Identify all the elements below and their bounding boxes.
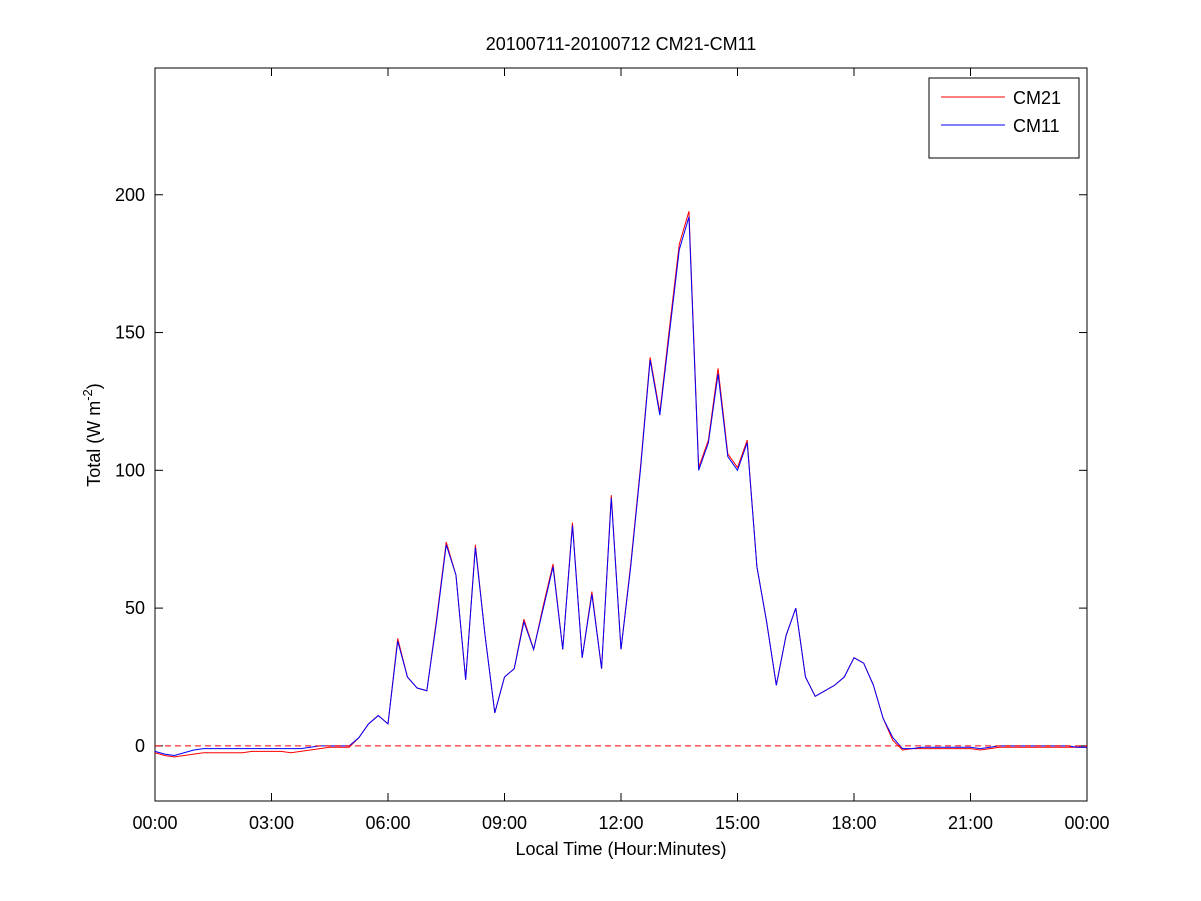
- legend-label: CM21: [1013, 88, 1061, 108]
- x-tick-label: 21:00: [948, 813, 993, 833]
- x-tick-label: 15:00: [715, 813, 760, 833]
- y-tick-label: 100: [115, 460, 145, 480]
- y-tick-label: 50: [125, 598, 145, 618]
- x-tick-label: 18:00: [831, 813, 876, 833]
- chart-title: 20100711-20100712 CM21-CM11: [486, 34, 757, 54]
- plot-area: [154, 67, 1088, 802]
- data-line: [154, 216, 1087, 757]
- y-tick-label: 0: [135, 736, 145, 756]
- x-tick-label: 09:00: [482, 813, 527, 833]
- legend-box: [928, 77, 1080, 159]
- y-tick-label: 200: [115, 185, 145, 205]
- x-tick-label: 00:00: [132, 813, 177, 833]
- y-axis-label-superscript: -2: [80, 389, 95, 401]
- x-tick-label: 03:00: [249, 813, 294, 833]
- x-tick-label: 06:00: [365, 813, 410, 833]
- y-axis-label-suffix: ): [84, 383, 104, 389]
- y-axis-label-text: Total (W m: [84, 401, 104, 487]
- x-axis-label: Local Time (Hour:Minutes): [515, 839, 726, 859]
- x-tick-label: 00:00: [1064, 813, 1109, 833]
- y-tick-label: 150: [115, 323, 145, 343]
- x-tick-label: 12:00: [598, 813, 643, 833]
- legend-label: CM11: [1013, 116, 1060, 136]
- y-axis-label: Total (W m-2): [80, 383, 104, 487]
